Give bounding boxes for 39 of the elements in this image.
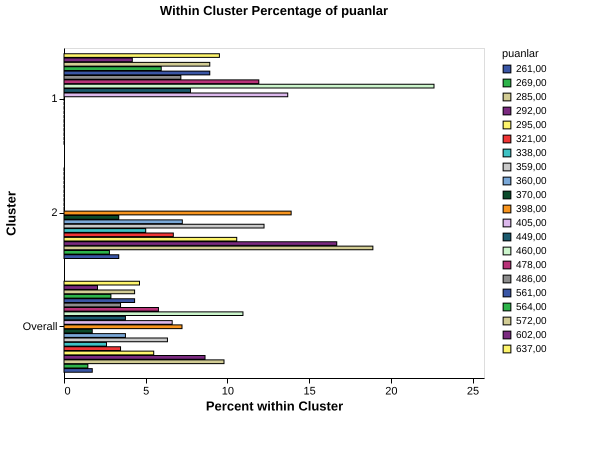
x-tick-label: 25 [466,386,480,398]
y-tick-label: 2 [51,207,58,219]
legend-label: 261,00 [516,64,548,75]
legend-label: 321,00 [516,134,548,145]
y-tick-label: 1 [51,93,58,106]
bar [64,359,224,364]
legend-label: 602,00 [516,330,548,341]
legend-label: 359,00 [516,162,548,173]
bar [64,62,210,67]
legend-label: 398,00 [516,204,548,215]
legend-title: puanlar [502,48,540,60]
legend-label: 285,00 [516,92,548,103]
legend-label: 572,00 [516,316,548,327]
legend-label: 478,00 [516,260,548,271]
legend-label: 405,00 [516,218,548,229]
legend-label: 338,00 [516,148,548,159]
x-tick-label: 5 [143,386,150,398]
x-tick-label: 15 [304,386,316,398]
x-tick-label: 0 [64,386,71,398]
legend-label: 269,00 [516,78,548,89]
legend-label: 564,00 [516,302,548,313]
legend-label: 295,00 [516,120,548,131]
bar [64,290,136,294]
legend-label: 460,00 [516,246,548,257]
legend-label: 486,00 [516,274,548,285]
legend-label: 292,00 [516,106,548,117]
bar [64,311,244,316]
y-tick-label: Overall [22,320,58,333]
y-axis-title: Cluster [4,191,19,236]
x-tick-label: 10 [222,386,234,398]
legend-label: 561,00 [516,288,548,299]
legend-label: 449,00 [516,232,548,243]
bar [64,70,210,76]
legend-label: 360,00 [516,176,548,187]
legend-label: 637,00 [516,344,548,355]
legend-label: 370,00 [516,190,548,201]
chart-title: Within Cluster Percentage of puanlar [160,3,388,18]
x-axis-title: Percent within Cluster [206,398,344,414]
x-tick-label: 20 [385,386,398,398]
